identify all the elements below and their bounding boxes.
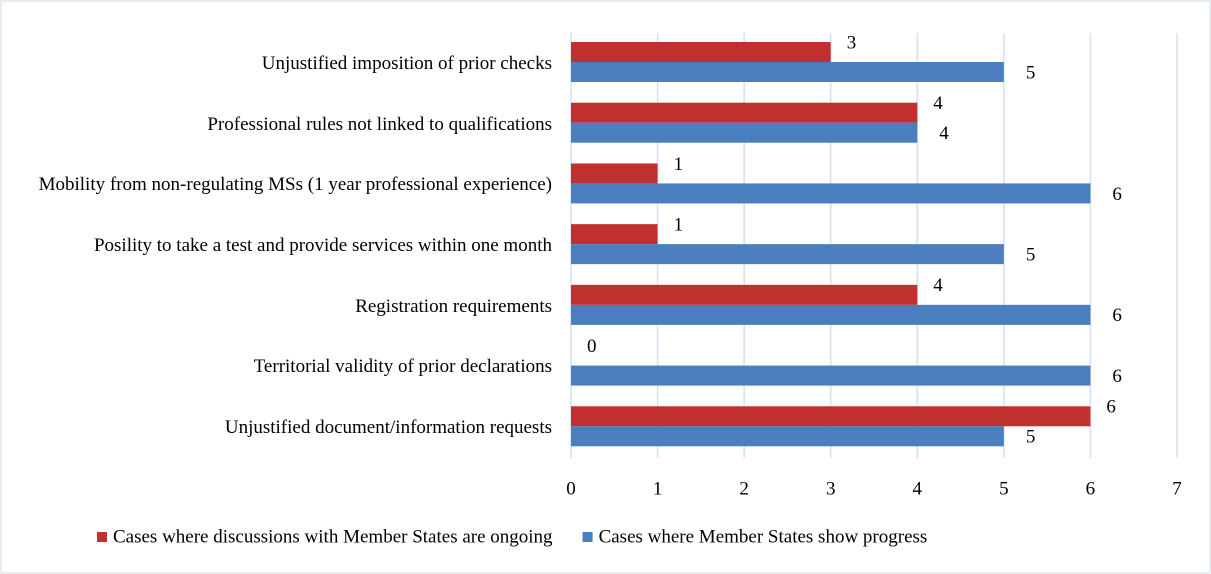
data-label: 4 (933, 93, 943, 114)
x-tick-label: 2 (739, 478, 749, 499)
data-label: 6 (1112, 305, 1122, 326)
category-label: Unjustified imposition of prior checks (261, 52, 552, 74)
data-label: 6 (1112, 366, 1122, 387)
legend-swatch (582, 532, 593, 542)
data-label: 0 (587, 336, 597, 357)
bar (571, 102, 918, 123)
x-tick-label: 7 (1172, 478, 1182, 499)
category-label: Professional rules not linked to qualifi… (207, 113, 552, 135)
bar (571, 244, 1004, 265)
bar (571, 224, 658, 245)
x-tick-label: 4 (913, 478, 923, 499)
category-label: Mobility from non-regulating MSs (1 year… (38, 174, 552, 196)
bar (571, 284, 918, 305)
bar (571, 304, 1091, 325)
x-tick-label: 5 (999, 478, 1009, 499)
bar (571, 62, 1004, 82)
bar (571, 365, 1091, 386)
x-tick-label: 0 (566, 478, 576, 499)
x-tick-label: 6 (1086, 478, 1096, 499)
bar (571, 42, 831, 62)
data-label: 1 (674, 215, 684, 236)
bar (571, 163, 658, 184)
category-label: Posility to take a test and provide serv… (93, 234, 552, 256)
legend-swatch (97, 532, 107, 542)
data-label: 4 (933, 275, 943, 296)
data-label: 5 (1026, 245, 1036, 266)
category-label: Unjustified document/information request… (224, 417, 552, 439)
bar (571, 183, 1091, 204)
bar (571, 406, 1091, 427)
data-label: 5 (1026, 427, 1036, 448)
x-tick-label: 3 (826, 478, 836, 499)
legend-label: Cases where discussions with Member Stat… (113, 526, 553, 547)
data-label: 6 (1112, 184, 1122, 205)
data-label: 5 (1026, 62, 1036, 83)
x-tick-label: 1 (653, 478, 663, 499)
category-label: Territorial validity of prior declaratio… (253, 356, 552, 378)
data-label: 3 (847, 32, 857, 53)
data-label: 4 (939, 123, 949, 144)
bar (571, 426, 1004, 447)
bar (571, 122, 918, 143)
category-label: Registration requirements (355, 295, 552, 317)
data-label: 1 (674, 154, 684, 175)
data-label: 6 (1106, 397, 1116, 418)
legend-label: Cases where Member States show progress (599, 526, 928, 547)
